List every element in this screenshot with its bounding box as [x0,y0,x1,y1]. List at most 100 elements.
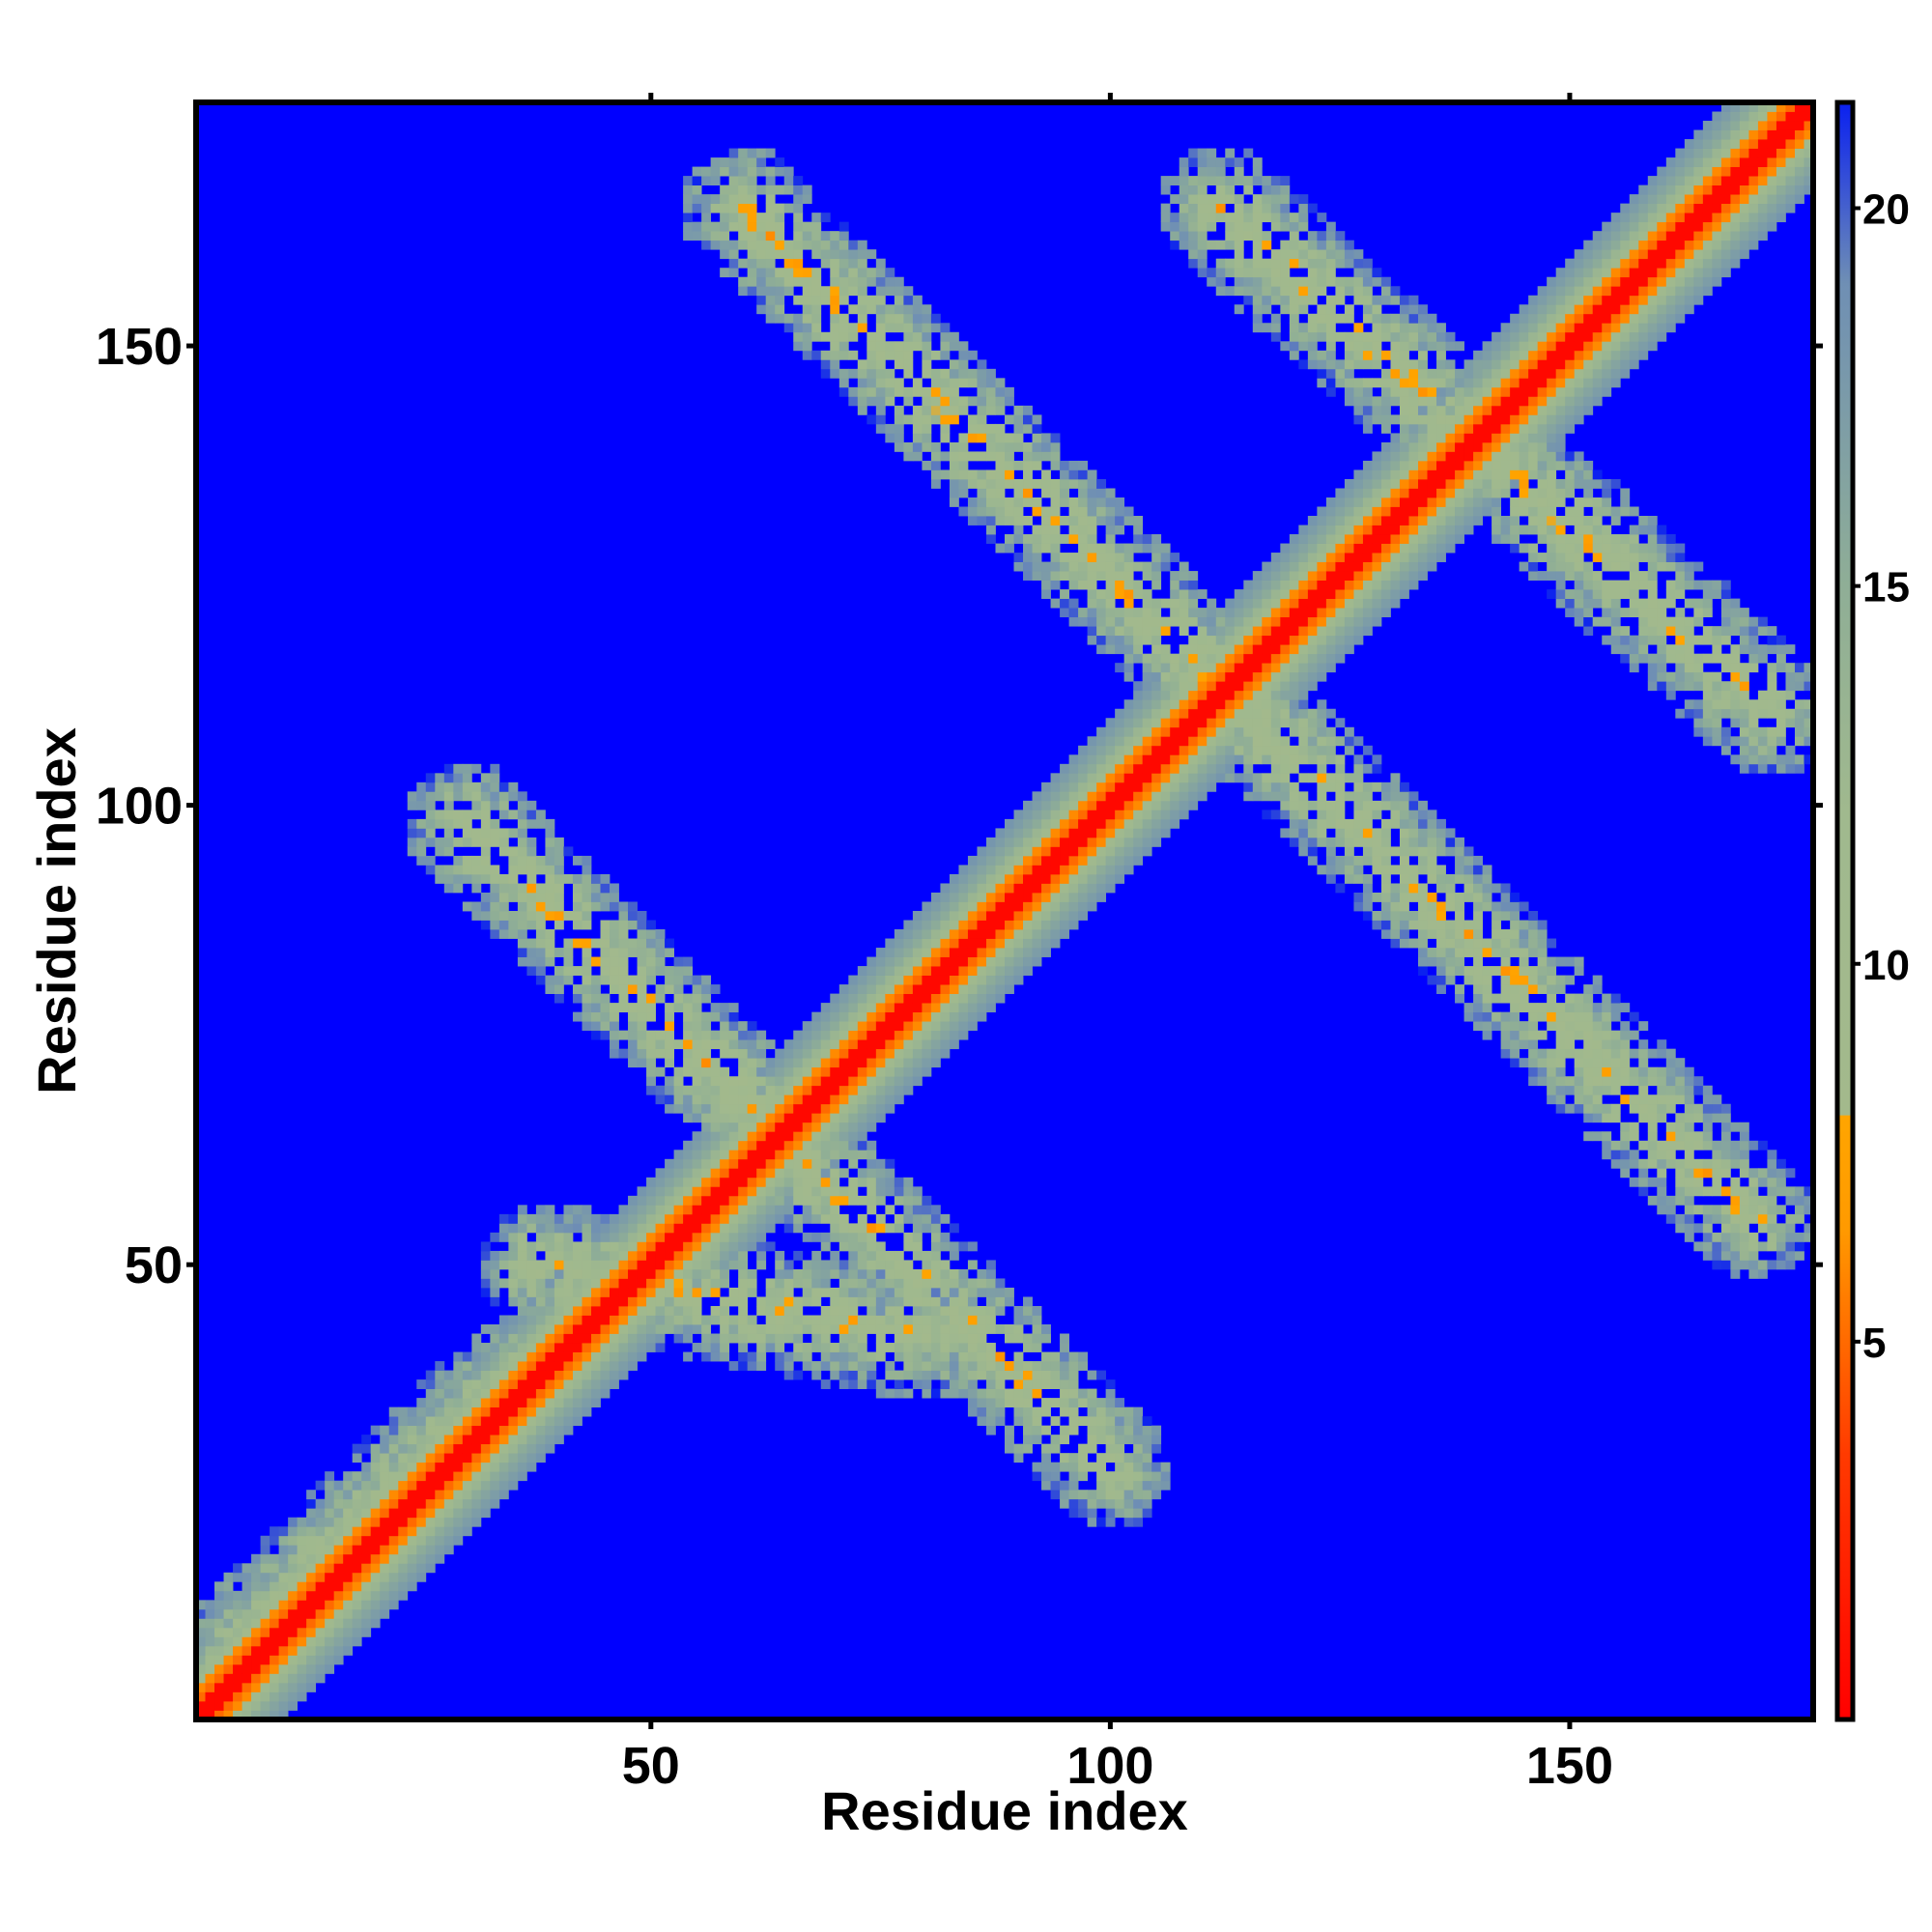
heatmap-cell [940,1296,951,1307]
heatmap-cell [1188,763,1199,774]
heatmap-cell [1234,653,1244,664]
heatmap-cell [1317,745,1327,755]
heatmap-cell [1005,1388,1014,1399]
heatmap-cell [1307,828,1318,838]
heatmap-cell [425,1498,436,1509]
heatmap-cell [1041,561,1051,572]
heatmap-cell [775,240,785,250]
heatmap-cell [590,1315,601,1325]
heatmap-cell [1225,194,1236,205]
heatmap-cell [306,1572,317,1582]
heatmap-cell [343,1498,354,1509]
heatmap-cell [1096,754,1107,765]
heatmap-cell [1041,1324,1051,1334]
heatmap-cell [830,1324,840,1334]
heatmap-cell [930,414,941,425]
heatmap-cell [1032,451,1042,462]
heatmap-cell [646,1278,656,1289]
heatmap-cell [462,873,472,884]
heatmap-cell [1151,810,1162,820]
heatmap-cell [563,966,574,976]
heatmap-cell [1005,818,1014,829]
heatmap-cell [903,1315,914,1325]
heatmap-cell [490,883,500,894]
heatmap-cell [728,1223,739,1234]
heatmap-cell [655,1205,666,1215]
heatmap-cell [995,993,1006,1004]
heatmap-cell [738,1361,749,1371]
heatmap-cell [1215,663,1226,673]
heatmap-cell [517,1343,527,1352]
heatmap-cell [1335,506,1346,517]
heatmap-cell [1252,580,1263,590]
heatmap-cell [435,1416,445,1427]
heatmap-cell [1060,855,1069,866]
heatmap-cell [1170,726,1180,737]
heatmap-cell [554,1315,564,1325]
heatmap-cell [1179,726,1189,737]
heatmap-cell [352,1535,362,1546]
heatmap-cell [480,1435,491,1445]
heatmap-cell [1005,1370,1014,1380]
heatmap-cell [692,1168,702,1179]
heatmap-cell [610,1030,619,1040]
heatmap-cell [1262,185,1272,195]
heatmap-cell [985,378,996,388]
heatmap-cell [1243,718,1254,728]
heatmap-cell [333,1590,344,1601]
heatmap-cell [857,1113,867,1123]
heatmap-cell [1307,663,1318,673]
heatmap-cell [1005,846,1014,857]
heatmap-cell [1262,231,1272,242]
heatmap-cell [480,828,491,838]
heatmap-cell [1105,1517,1116,1527]
heatmap-cell [1335,718,1346,728]
heatmap-cell [1023,571,1033,581]
heatmap-cell [1262,626,1272,637]
heatmap-cell [738,1177,749,1187]
heatmap-cell [930,405,941,415]
heatmap-cell [545,873,555,884]
heatmap-cell [480,1490,491,1500]
heatmap-cell [673,984,684,994]
heatmap-cell [903,929,914,939]
heatmap-cell [1317,378,1327,388]
heatmap-cell [618,1205,629,1215]
heatmap-cell [297,1572,307,1582]
heatmap-cell [1197,231,1208,242]
heatmap-cell [270,1710,279,1720]
heatmap-cell [1032,1435,1042,1445]
heatmap-cell [443,1443,454,1454]
heatmap-cell [930,451,941,462]
heatmap-cell [692,1268,702,1279]
heatmap-cell [1325,341,1336,352]
heatmap-cell [930,1250,941,1261]
heatmap-cell [498,1324,509,1334]
heatmap-cell [1123,818,1134,829]
heatmap-cell [498,892,509,902]
heatmap-cell [628,1343,638,1352]
heatmap-cell [1123,1416,1134,1427]
heatmap-cell [1207,663,1217,673]
heatmap-cell [912,929,923,939]
heatmap-cell [1013,855,1024,866]
heatmap-cell [894,1315,904,1325]
heatmap-cell [1013,1406,1024,1417]
heatmap-cell [462,1351,472,1362]
heatmap-cell [251,1563,261,1574]
heatmap-cell [912,1351,923,1362]
heatmap-cell [692,1223,702,1234]
heatmap-cell [1060,892,1069,902]
heatmap-cell [1243,580,1254,590]
heatmap-cell [747,231,757,242]
heatmap-cell [618,901,629,912]
heatmap-cell [692,1287,702,1297]
heatmap-cell [490,1388,500,1399]
heatmap-cell [1170,213,1180,223]
heatmap-cell [1280,194,1291,205]
heatmap-cell [728,1324,739,1334]
heatmap-cell [1096,837,1107,847]
heatmap-cell [1078,561,1088,572]
heatmap-cell [838,1195,849,1206]
heatmap-cell [930,1039,941,1050]
